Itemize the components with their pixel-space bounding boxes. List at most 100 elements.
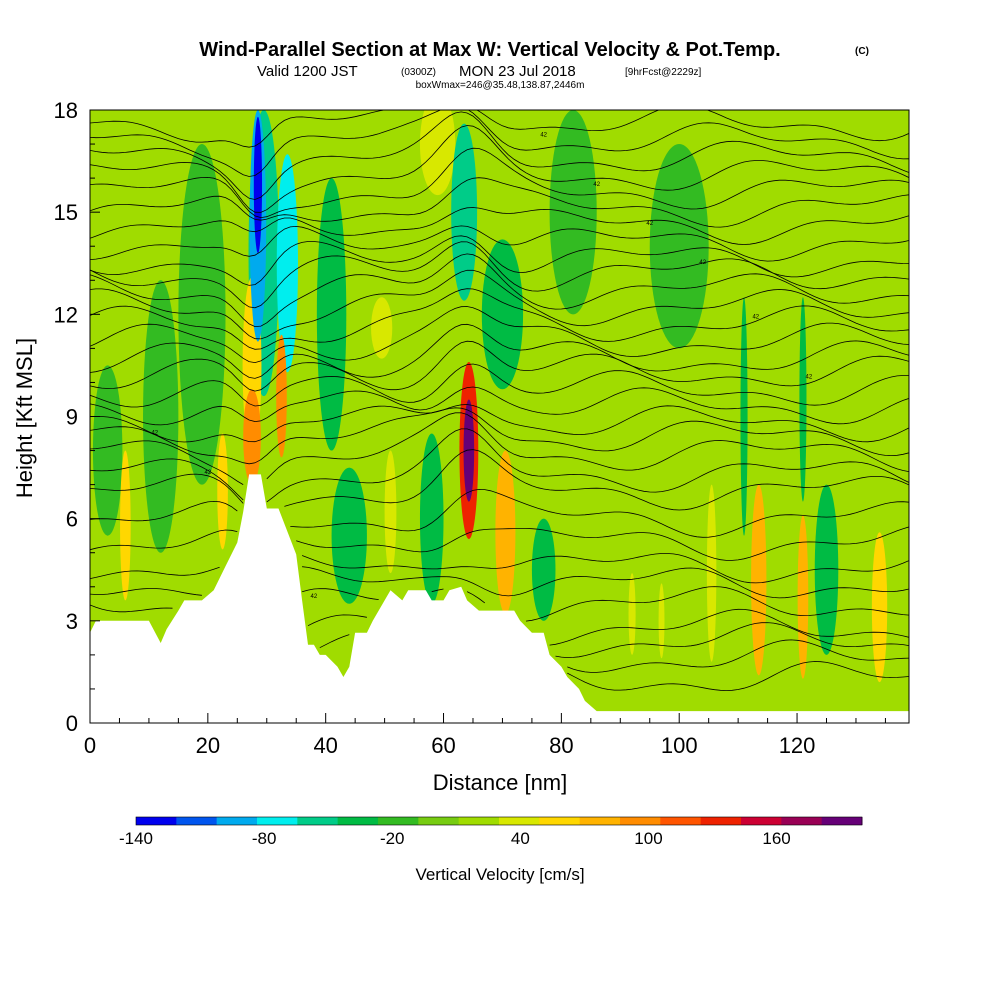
velocity-cell [495, 450, 516, 615]
velocity-cell [120, 450, 131, 601]
colorbar-tick-label: 40 [511, 829, 530, 848]
theta-contour [90, 404, 909, 443]
colorbar-swatch [297, 817, 339, 825]
y-tick-label: 18 [54, 98, 78, 123]
theta-contour [90, 110, 909, 148]
colorbar-swatch [579, 817, 621, 825]
colorbar-swatch [499, 817, 540, 825]
subtitle-valid: Valid 1200 JST (0300Z) MON 23 Jul 2018 [… [257, 63, 702, 80]
velocity-cell [649, 144, 709, 349]
velocity-cell [92, 365, 123, 536]
velocity-cell [799, 297, 807, 502]
x-axis-label: Distance [nm] [433, 770, 568, 795]
velocity-cell [371, 297, 393, 359]
velocity-cell [751, 484, 767, 676]
colorbar-swatch [458, 817, 500, 825]
velocity-cell [217, 433, 228, 550]
velocity-cell [331, 467, 367, 604]
chart-title: Wind-Parallel Section at Max W: Vertical… [199, 39, 780, 61]
velocity-cell [143, 280, 179, 553]
theta-contour [90, 386, 909, 426]
theta-contour [90, 147, 909, 219]
x-axis-ticks: 0 20 40 60 80 100 120 [84, 713, 886, 758]
velocity-cell [658, 583, 665, 659]
velocity-cell [481, 239, 524, 390]
theta-contour [90, 269, 909, 340]
colorbar-swatch [741, 817, 782, 825]
theta-contour-label: 42 [540, 133, 547, 139]
velocity-cell [797, 515, 809, 679]
velocity-cell [419, 110, 456, 196]
velocity-cell [276, 334, 287, 458]
velocity-cell [276, 154, 298, 373]
velocity-cell [814, 484, 839, 655]
theta-contour [90, 111, 909, 200]
colorbar-tick-label: -20 [380, 829, 405, 848]
x-tick-label: 100 [661, 733, 698, 758]
forecast-info: [9hrFcst@2229z] [625, 67, 702, 78]
x-tick-label: 40 [313, 733, 337, 758]
theta-contour-label: 42 [204, 470, 211, 476]
theta-contour [90, 363, 909, 408]
valid-prefix: Valid 1200 JST [257, 63, 358, 80]
velocity-cell [384, 450, 397, 574]
colorbar-frame [135, 816, 863, 826]
y-tick-label: 15 [54, 200, 78, 225]
theta-contour [90, 449, 909, 511]
colorbar-tick-label: 160 [762, 829, 790, 848]
theta-contour [90, 288, 909, 350]
theta-contour [90, 526, 909, 561]
colorbar-swatch [176, 817, 218, 825]
y-tick-label: 6 [66, 507, 78, 532]
velocity-cell [531, 518, 556, 621]
y-tick-label: 12 [54, 302, 78, 327]
theta-contour-label: 42 [646, 221, 653, 227]
colorbar-swatch [136, 817, 177, 825]
valid-z: (0300Z) [401, 67, 436, 78]
colorbar-swatch [821, 817, 863, 825]
theta-contour [319, 622, 909, 659]
valid-date: MON 23 Jul 2018 [459, 63, 576, 80]
plot-area: 42 42 42 42 42 42 42 42 42 0 20 40 60 80 100 120 0 3 6 9 1… [54, 98, 910, 758]
colorbar-swatch [539, 817, 581, 825]
colorbar-swatch [337, 817, 379, 825]
theta-contour [90, 407, 909, 465]
colorbar-tick-label: -140 [119, 829, 153, 848]
y-tick-label: 3 [66, 609, 78, 634]
theta-contour [567, 639, 909, 673]
colorbar-swatch [257, 817, 298, 825]
x-tick-label: 80 [549, 733, 573, 758]
theta-contour [90, 488, 909, 538]
theta-contour [90, 225, 909, 262]
colorbar-swatch [660, 817, 702, 825]
velocity-cell [243, 389, 261, 485]
velocity-cell [549, 110, 597, 315]
theta-contour-label: 42 [593, 182, 600, 188]
theta-contour [90, 566, 909, 599]
theta-contour [90, 323, 909, 379]
velocity-cell [706, 484, 717, 662]
colorbar-swatch [378, 817, 419, 825]
theta-contour [307, 608, 909, 646]
velocity-cell [463, 399, 475, 502]
theta-contour-label: 42 [752, 315, 759, 321]
theta-contour-label: 42 [805, 375, 812, 381]
theta-contour [567, 661, 909, 691]
colorbar-swatch [700, 817, 742, 825]
velocity-cell [316, 178, 347, 451]
x-tick-label: 60 [431, 733, 455, 758]
y-tick-label: 9 [66, 405, 78, 430]
y-tick-label: 0 [66, 711, 78, 736]
theta-contour [90, 235, 909, 286]
velocity-cell [178, 144, 226, 485]
colorbar-swatch [781, 817, 823, 825]
terrain [90, 474, 909, 723]
theta-contour [90, 177, 909, 228]
colorbar-swatch [620, 817, 661, 825]
colorbar-tick-label: -80 [252, 829, 277, 848]
potential-temperature-contours: 42 42 42 42 42 42 42 42 42 [90, 110, 909, 691]
x-tick-label: 120 [779, 733, 816, 758]
box-info: boxWmax=246@35.48,138.87,2446m [416, 80, 585, 91]
velocity-cell [628, 573, 636, 655]
colorbar-swatch [418, 817, 460, 825]
